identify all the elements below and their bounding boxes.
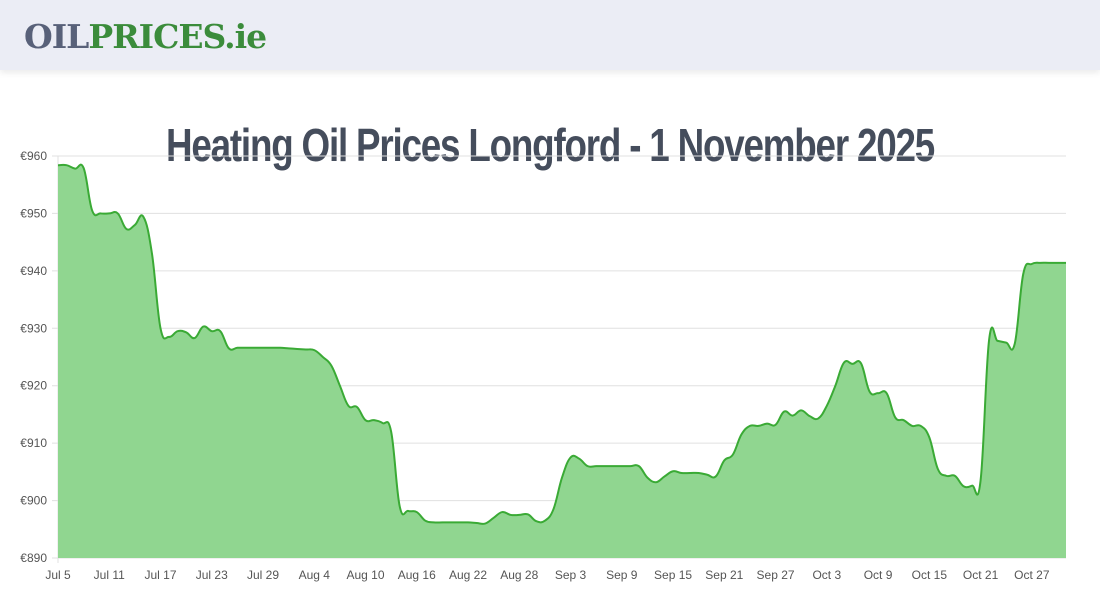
x-tick-label: Oct 3 [812, 568, 841, 582]
x-tick-label: Aug 22 [449, 568, 487, 582]
y-tick-label: €960 [20, 149, 47, 163]
x-tick-label: Oct 27 [1014, 568, 1050, 582]
y-tick-label: €920 [20, 379, 47, 393]
x-tick-label: Jul 23 [196, 568, 228, 582]
y-tick-label: €940 [20, 264, 47, 278]
y-tick-label: €950 [20, 206, 47, 220]
chart-canvas[interactable]: €960€950€940€930€920€910€900€890 Jul 5 Ju… [0, 140, 1100, 600]
x-tick-label: Oct 9 [864, 568, 893, 582]
y-tick-label: €910 [20, 436, 47, 450]
x-tick-label: Aug 28 [500, 568, 538, 582]
x-tick-label: Aug 10 [347, 568, 385, 582]
x-tick-label: Sep 9 [606, 568, 638, 582]
y-axis: €960 €950 €940 €930 €920 €910 €900 €890 [20, 149, 47, 565]
page-title: Heating Oil Prices Longford - 1 November… [165, 118, 935, 171]
x-tick-label: Aug 16 [398, 568, 436, 582]
x-tick-label: Sep 21 [705, 568, 743, 582]
x-tick-label: Jul 5 [45, 568, 71, 582]
x-tick-label: Sep 15 [654, 568, 692, 582]
y-tick-label: €900 [20, 494, 47, 508]
y-tick-label: €890 [20, 551, 47, 565]
x-tick-label: Sep 3 [555, 568, 587, 582]
logo-text-oil: OIL [24, 17, 89, 56]
price-chart[interactable]: €960 €950 €940 €930 €920 €910 €900 €890 Jul 5 Ju… [0, 140, 1100, 600]
site-header: OILPRICES.ie [0, 0, 1100, 70]
x-tick-label: Jul 29 [247, 568, 279, 582]
x-tick-label: Jul 11 [94, 568, 125, 582]
price-line[interactable] [57, 163, 1067, 525]
x-tick-label: Aug 4 [299, 568, 331, 582]
x-tick-label: Sep 27 [757, 568, 795, 582]
x-axis: Jul 5 Jul 11 Jul 17 Jul 23 Jul 29 Aug 4 Aug 10… [45, 568, 1050, 582]
logo-text-prices: PRICES.ie [88, 17, 267, 56]
site-logo[interactable]: OILPRICES.ie [24, 17, 267, 57]
x-tick-label: Oct 15 [912, 568, 948, 582]
x-tick-label: Jul 17 [144, 568, 176, 582]
x-tick-label: Oct 21 [963, 568, 999, 582]
y-tick-label: €930 [20, 321, 47, 335]
price-area-fill [58, 164, 1066, 558]
